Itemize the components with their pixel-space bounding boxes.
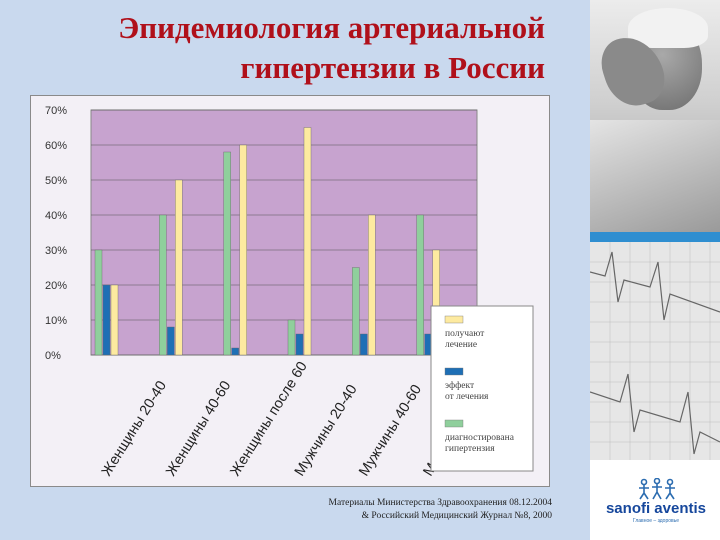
plot-area bbox=[90, 109, 478, 356]
legend-label: диагностирована bbox=[445, 433, 515, 443]
bar bbox=[159, 214, 167, 356]
logo-box: sanofi aventis Главное – здоровье bbox=[590, 460, 720, 540]
legend-label: получают bbox=[445, 329, 485, 339]
logo-tagline: Главное – здоровье bbox=[632, 518, 680, 524]
bar bbox=[231, 347, 239, 356]
y-tick-label: 20% bbox=[45, 280, 67, 292]
y-tick-label: 40% bbox=[45, 210, 67, 222]
bar bbox=[303, 127, 312, 356]
legend-label: лечение bbox=[445, 340, 477, 350]
y-tick-label: 0% bbox=[45, 350, 61, 362]
ecg-strip-image bbox=[590, 242, 720, 460]
legend-swatch bbox=[444, 315, 464, 324]
y-tick-label: 70% bbox=[45, 105, 67, 117]
bar bbox=[416, 214, 424, 356]
y-tick-label: 50% bbox=[45, 175, 67, 187]
y-tick-label: 60% bbox=[45, 140, 67, 152]
slide-title: Эпидемиология артериальной гипертензии в… bbox=[25, 8, 545, 88]
bar bbox=[239, 144, 247, 356]
bar bbox=[110, 284, 119, 356]
legend-label: эффект bbox=[445, 380, 475, 391]
source-line-1: Материалы Министерства Здравоохранения 0… bbox=[328, 498, 552, 508]
bar bbox=[295, 333, 304, 356]
bar bbox=[102, 284, 111, 356]
bar bbox=[360, 333, 368, 356]
bar bbox=[368, 214, 376, 356]
title-line-1: Эпидемиология артериальной bbox=[118, 10, 545, 45]
y-tick-label: 30% bbox=[45, 245, 67, 257]
legend-swatch bbox=[444, 367, 464, 376]
people-logo-icon bbox=[639, 478, 675, 500]
source-note: Материалы Министерства Здравоохранения 0… bbox=[230, 497, 552, 523]
legend-box bbox=[430, 305, 534, 472]
legend-label: гипертензия bbox=[445, 444, 495, 454]
bar bbox=[287, 319, 296, 356]
decorative-side-panel: sanofi aventis Главное – здоровье bbox=[590, 0, 720, 540]
bar bbox=[175, 179, 183, 356]
chart-panel: 0% 10% 20% 30% 40% 50% 60% 70% Женщины 20-40 Женщ… bbox=[30, 95, 550, 487]
bar bbox=[352, 267, 360, 356]
bar bbox=[94, 249, 103, 356]
accent-stripe bbox=[590, 232, 720, 242]
bar-chart: 0%10%20%30%40%50%60%70%Женщины 20-40Женщ… bbox=[31, 96, 549, 486]
man-photo bbox=[590, 0, 720, 232]
source-line-2: & Российский Медицинский Журнал №8, 2000 bbox=[361, 511, 552, 521]
bar bbox=[167, 326, 175, 356]
bar bbox=[223, 151, 231, 356]
logo-name: sanofi aventis bbox=[605, 500, 707, 517]
y-tick-label: 10% bbox=[45, 315, 67, 327]
title-line-2: гипертензии в России bbox=[240, 50, 545, 85]
legend-swatch bbox=[444, 419, 464, 428]
legend-label: от лечения bbox=[445, 392, 489, 402]
